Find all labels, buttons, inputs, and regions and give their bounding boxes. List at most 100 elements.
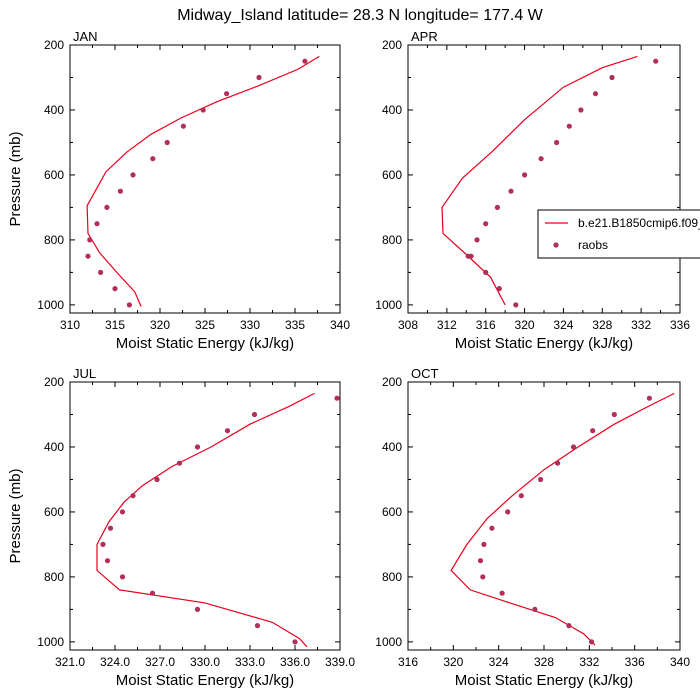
panel-label: APR <box>411 29 438 44</box>
x-tick-label: 336 <box>670 318 690 332</box>
obs-point <box>87 237 93 243</box>
y-axis-label: Pressure (mb) <box>7 131 24 226</box>
obs-point <box>251 411 258 418</box>
obs-point <box>292 639 298 645</box>
y-tick-label: 800 <box>44 570 64 584</box>
x-axis-label: Moist Static Energy (kJ/kg) <box>455 335 633 352</box>
y-tick-label: 400 <box>382 103 402 117</box>
y-tick-label: 600 <box>44 505 64 519</box>
obs-point <box>149 590 156 596</box>
obs-point <box>194 606 201 613</box>
obs-point <box>98 269 104 275</box>
obs-point <box>180 123 186 129</box>
x-tick-label: 332 <box>579 655 599 669</box>
obs-point <box>112 286 118 292</box>
x-tick-label: 316 <box>476 318 496 332</box>
panel-jul: JUL 321.0 324.0 327.0 330.0 333.0 336.0 339.0 20… <box>7 366 355 689</box>
x-axis-label: Moist Static Energy (kJ/kg) <box>116 335 294 352</box>
obs-point <box>302 58 308 64</box>
obs-point <box>224 428 231 434</box>
x-tick-label: 340 <box>330 318 350 332</box>
model-series-line <box>86 55 320 307</box>
panel-label: JUL <box>73 366 96 381</box>
y-tick-label: 1000 <box>37 298 64 312</box>
plot-frame <box>69 44 341 314</box>
obs-point <box>100 541 106 548</box>
obs-point <box>200 107 206 113</box>
obs-point <box>505 509 511 515</box>
obs-point <box>554 139 560 146</box>
obs-point <box>609 74 615 81</box>
obs-point <box>119 574 126 580</box>
y-tick-label: 600 <box>382 168 402 182</box>
panel-apr: APR 308 312 316 320 324 328 332 336 200 400 600 800 1… <box>375 29 690 352</box>
y-tick-label: 200 <box>382 38 402 52</box>
obs-point <box>130 493 136 499</box>
y-tick-label: 1000 <box>375 298 402 312</box>
panel-label: JAN <box>73 29 98 44</box>
obs-point <box>538 156 544 162</box>
x-tick-label: 320 <box>150 318 170 332</box>
x-tick-label: 336.0 <box>280 655 310 669</box>
x-tick-label: 308 <box>398 318 418 332</box>
obs-point <box>176 460 183 466</box>
obs-point <box>489 525 495 531</box>
obs-point <box>496 286 502 292</box>
obs-point <box>107 525 114 531</box>
legend-model-label: b.e21.B1850cmip6.f09_g17.DGEN.04.001 <box>578 216 700 230</box>
obs-point <box>499 590 505 596</box>
panels: JAN 310 315 320 325 330 335 340 200 400 600 800 1000… <box>7 29 690 689</box>
x-tick-label: 324 <box>489 655 509 669</box>
x-tick-label: 335 <box>285 318 305 332</box>
obs-point <box>508 188 514 194</box>
panel-label: OCT <box>411 366 439 381</box>
legend-box <box>537 209 700 259</box>
y-tick-label: 400 <box>382 440 402 454</box>
figure-title: Midway_Island latitude= 28.3 N longitude… <box>177 7 543 24</box>
obs-point <box>334 395 340 401</box>
obs-point <box>465 253 471 259</box>
x-tick-label: 320 <box>515 318 535 332</box>
obs-point <box>477 558 484 564</box>
x-tick-label: 339.0 <box>325 655 355 669</box>
obs-point <box>566 623 572 629</box>
obs-point <box>653 58 659 64</box>
y-tick-label: 200 <box>44 375 64 389</box>
obs-point <box>646 395 653 401</box>
obs-point <box>481 541 487 548</box>
x-axis-label: Moist Static Energy (kJ/kg) <box>455 672 633 689</box>
x-tick-label: 332 <box>631 318 651 332</box>
legend: b.e21.B1850cmip6.f09_g17.DGEN.04.001 rao… <box>537 209 700 259</box>
plot-frame <box>407 381 681 651</box>
y-tick-label: 800 <box>382 233 402 247</box>
y-tick-label: 400 <box>44 440 64 454</box>
obs-point <box>150 156 156 162</box>
obs-point <box>483 269 489 275</box>
obs-point <box>532 606 538 613</box>
legend-obs-label: raobs <box>578 238 608 252</box>
plot-frame <box>407 44 681 314</box>
obs-point <box>590 428 596 434</box>
obs-point <box>154 476 160 483</box>
obs-point <box>117 188 123 194</box>
obs-point <box>130 172 136 178</box>
y-tick-label: 400 <box>44 103 64 117</box>
x-tick-label: 330.0 <box>190 655 220 669</box>
obs-point <box>480 574 486 580</box>
x-tick-label: 328 <box>534 655 554 669</box>
y-tick-label: 200 <box>44 38 64 52</box>
x-tick-label: 336 <box>625 655 645 669</box>
y-tick-label: 600 <box>44 168 64 182</box>
model-series-line <box>441 55 638 306</box>
obs-point <box>589 639 595 645</box>
y-tick-label: 1000 <box>37 635 64 649</box>
y-tick-label: 800 <box>44 233 64 247</box>
obs-point <box>483 221 489 227</box>
obs-point <box>555 460 561 466</box>
x-tick-label: 327.0 <box>145 655 175 669</box>
obs-point <box>513 302 519 308</box>
x-tick-label: 324.0 <box>100 655 130 669</box>
obs-point <box>104 204 110 210</box>
y-tick-label: 1000 <box>375 635 402 649</box>
